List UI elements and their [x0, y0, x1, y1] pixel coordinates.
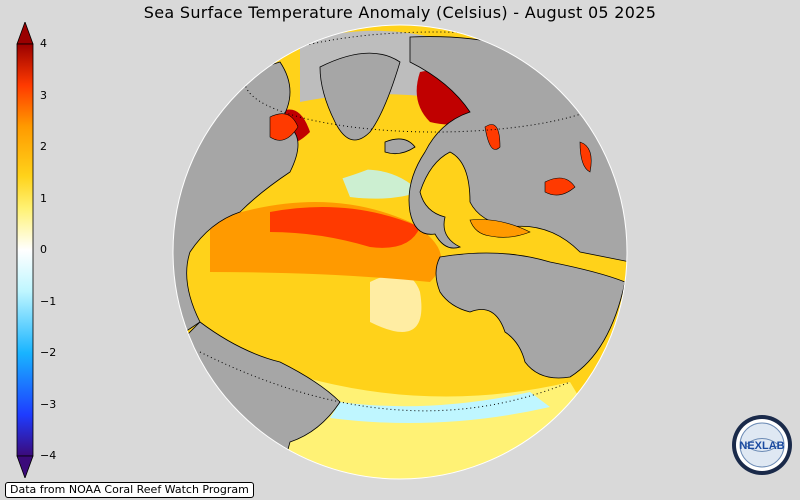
colorbar-bottom-arrow	[16, 455, 34, 478]
colorbar-top-arrow	[16, 22, 34, 45]
colorbar-gradient	[16, 43, 34, 457]
globe-map	[172, 24, 628, 480]
colorbar	[16, 22, 34, 478]
map-title: Sea Surface Temperature Anomaly (Celsius…	[143, 3, 657, 22]
africa	[435, 252, 626, 379]
colorbar-tick-label: −1	[40, 294, 57, 308]
mediterranean-sea	[469, 219, 531, 238]
hudson-bay	[269, 113, 299, 141]
colorbar-tick-label: 2	[40, 140, 47, 153]
colorbar-tick-label: −4	[40, 449, 57, 462]
globe-outline	[172, 24, 628, 480]
logo-text: NEXLAB	[739, 440, 784, 452]
iceland	[384, 138, 416, 155]
baltic-sea	[484, 124, 501, 150]
data-credit: Data from NOAA Coral Reef Watch Program	[5, 482, 254, 498]
cool-anomaly-band	[330, 392, 550, 424]
colorbar-tick-label: 3	[40, 88, 47, 102]
colorbar-tick-label: 0	[40, 243, 47, 256]
caspian-sea	[579, 141, 592, 173]
colorbar-tick-label: 1	[40, 191, 47, 205]
colorbar-tick-label: −3	[40, 397, 57, 411]
colorbar-tick-label: 4	[40, 37, 47, 50]
north-atlantic-hot	[270, 207, 420, 248]
nexlab-logo: NEXLAB	[732, 415, 792, 475]
black-sea	[544, 177, 576, 196]
colorbar-tick-label: −2	[40, 346, 57, 359]
